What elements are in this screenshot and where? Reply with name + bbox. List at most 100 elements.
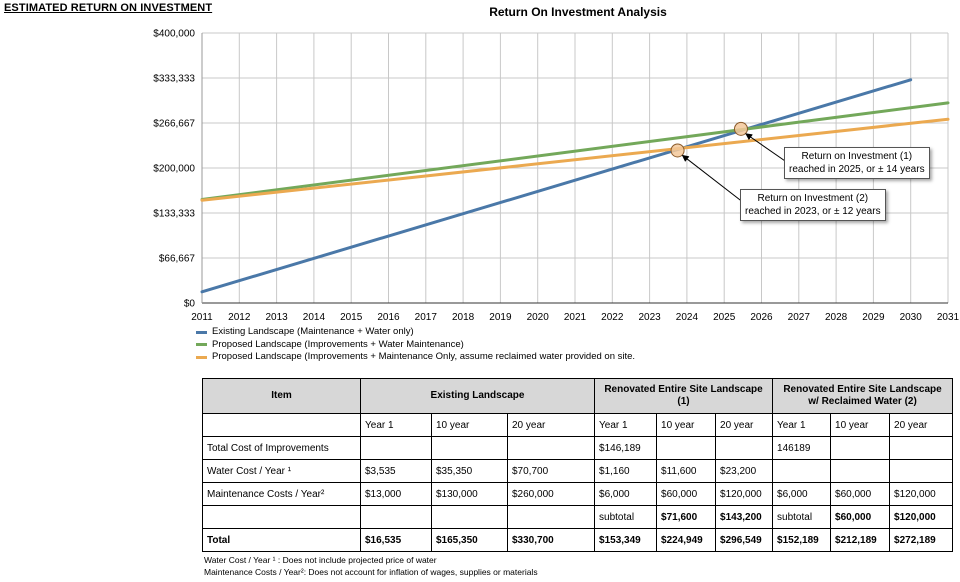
table-cell: Year 1 bbox=[772, 413, 832, 437]
table-cell: $330,700 bbox=[506, 528, 596, 552]
x-tick-label: 2022 bbox=[601, 312, 624, 323]
table-cell: $71,600 bbox=[656, 505, 717, 529]
y-tick-label: $333,333 bbox=[153, 74, 195, 85]
header-reclaimed: Renovated Entire Site Landscape w/ Recla… bbox=[772, 378, 954, 414]
y-tick-label: $200,000 bbox=[153, 164, 195, 175]
y-tick-label: $0 bbox=[184, 299, 196, 310]
legend-label-proposed: Proposed Landscape (Improvements + Water… bbox=[212, 338, 464, 350]
x-tick-label: 2014 bbox=[303, 312, 326, 323]
table-cell bbox=[431, 436, 508, 460]
table-cell: $70,700 bbox=[506, 459, 596, 483]
chart-title: Return On Investment Analysis bbox=[489, 5, 667, 19]
legend-swatch-reclaimed bbox=[196, 355, 207, 359]
table-cell: $120,000 bbox=[889, 482, 954, 506]
table-cell bbox=[715, 436, 774, 460]
header-existing: Existing Landscape bbox=[359, 378, 596, 414]
callout-arrow-1 bbox=[745, 133, 789, 164]
table-subheader-row: Year 1 10 year 20 year Year 1 10 year 20 year… bbox=[202, 413, 954, 437]
table-cell: 10 year bbox=[656, 413, 717, 437]
table-row: Maintenance Costs / Year² $13,000 $130,000… bbox=[202, 482, 954, 506]
table-cell: $260,000 bbox=[506, 482, 596, 506]
callout-arrow-2 bbox=[681, 154, 745, 204]
table-row: Water Cost / Year ¹ $3,535 $35,350 $70,700 $… bbox=[202, 459, 954, 483]
page-title: ESTIMATED RETURN ON INVESTMENT bbox=[4, 2, 213, 14]
x-tick-label: 2017 bbox=[415, 312, 438, 323]
table-cell: 20 year bbox=[889, 413, 954, 437]
x-tick-label: 2019 bbox=[489, 312, 512, 323]
table-cell: Maintenance Costs / Year² bbox=[202, 482, 361, 506]
table-cell: $296,549 bbox=[715, 528, 774, 552]
table-cell: Year 1 bbox=[360, 413, 432, 437]
footnote-maintenance: Maintenance Costs / Year²: Does not acco… bbox=[204, 566, 538, 577]
legend-label-existing: Existing Landscape (Maintenance + Water … bbox=[212, 326, 414, 337]
x-tick-label: 2018 bbox=[452, 312, 475, 323]
series-line-reclaimed bbox=[200, 117, 950, 202]
table-cell: 10 year bbox=[431, 413, 508, 437]
table-row: Total $16,535 $165,350 $330,700 $153,349 $224… bbox=[202, 528, 954, 552]
x-tick-label: 2027 bbox=[788, 312, 811, 323]
table-cell: $272,189 bbox=[889, 528, 954, 552]
header-renovated: Renovated Entire Site Landscape (1) bbox=[594, 378, 774, 414]
table-cell bbox=[772, 459, 832, 483]
table-cell: $60,000 bbox=[656, 482, 717, 506]
legend-item-proposed: Proposed Landscape (Improvements + Water… bbox=[196, 339, 635, 352]
roi-line-chart: Return On Investment Analysis 2011 2012 20… bbox=[153, 5, 959, 323]
table-cell: $60,000 bbox=[830, 505, 891, 529]
x-tick-label: 2013 bbox=[265, 312, 288, 323]
roi-callout-2: Return on Investment (2) reached in 2023… bbox=[740, 189, 886, 221]
table-cell: Total Cost of Improvements bbox=[202, 436, 361, 460]
table-cell: $153,349 bbox=[594, 528, 658, 552]
table-cell bbox=[431, 505, 508, 529]
table-cell bbox=[830, 436, 891, 460]
table-cell: $6,000 bbox=[772, 482, 832, 506]
y-tick-label: $400,000 bbox=[153, 29, 195, 40]
table-cell: $11,600 bbox=[656, 459, 717, 483]
table-cell: 10 year bbox=[830, 413, 891, 437]
roi-marker-1 bbox=[733, 121, 748, 136]
table-cell: $13,000 bbox=[360, 482, 432, 506]
table-row: subtotal $71,600 $143,200 subtotal $60,000 $1… bbox=[202, 505, 954, 529]
callout-1-line1: Return on Investment (1) bbox=[801, 151, 913, 162]
table-cell: Water Cost / Year ¹ bbox=[202, 459, 361, 483]
table-cell: $130,000 bbox=[431, 482, 508, 506]
table-cell bbox=[360, 436, 432, 460]
table-cell: $1,160 bbox=[594, 459, 658, 483]
series-line-proposed bbox=[200, 101, 950, 201]
table-cell bbox=[889, 459, 954, 483]
x-tick-label: 2021 bbox=[564, 312, 587, 323]
table-cell: subtotal bbox=[772, 505, 832, 529]
table-cell: Total bbox=[202, 528, 361, 552]
y-tick-label: $133,333 bbox=[153, 209, 195, 220]
table-cell: $120,000 bbox=[715, 482, 774, 506]
header-item: Item bbox=[202, 378, 361, 414]
callout-2-line2: reached in 2023, or ± 12 years bbox=[745, 206, 881, 217]
x-tick-label: 2030 bbox=[900, 312, 923, 323]
table-cell: $146,189 bbox=[594, 436, 658, 460]
table-cell bbox=[202, 413, 361, 437]
table-cell bbox=[506, 436, 596, 460]
legend-swatch-proposed bbox=[196, 343, 207, 347]
callout-2-line1: Return on Investment (2) bbox=[757, 193, 869, 204]
table-cell bbox=[202, 505, 361, 529]
x-tick-label: 2026 bbox=[750, 312, 773, 323]
x-tick-label: 2015 bbox=[340, 312, 363, 323]
table-cell: 146189 bbox=[772, 436, 832, 460]
legend-label-reclaimed: Proposed Landscape (Improvements + Maint… bbox=[212, 351, 636, 362]
table-cell: $6,000 bbox=[594, 482, 658, 506]
table-cell: Year 1 bbox=[594, 413, 658, 437]
x-tick-label: 2029 bbox=[862, 312, 885, 323]
table-cell: $3,535 bbox=[360, 459, 432, 483]
callout-1-line2: reached in 2025, or ± 14 years bbox=[789, 164, 925, 175]
table-cell: subtotal bbox=[594, 505, 658, 529]
table-cell: $143,200 bbox=[715, 505, 774, 529]
table-cell bbox=[506, 505, 596, 529]
roi-marker-2 bbox=[670, 143, 685, 158]
table-cell: $120,000 bbox=[889, 505, 954, 529]
x-tick-label: 2012 bbox=[228, 312, 251, 323]
chart-legend: Existing Landscape (Maintenance + Water … bbox=[196, 326, 635, 364]
table-cell: $165,350 bbox=[431, 528, 508, 552]
table-cell bbox=[656, 436, 717, 460]
y-tick-label: $66,667 bbox=[159, 253, 196, 264]
table-cell: $212,189 bbox=[830, 528, 891, 552]
series-line-existing bbox=[200, 78, 913, 294]
